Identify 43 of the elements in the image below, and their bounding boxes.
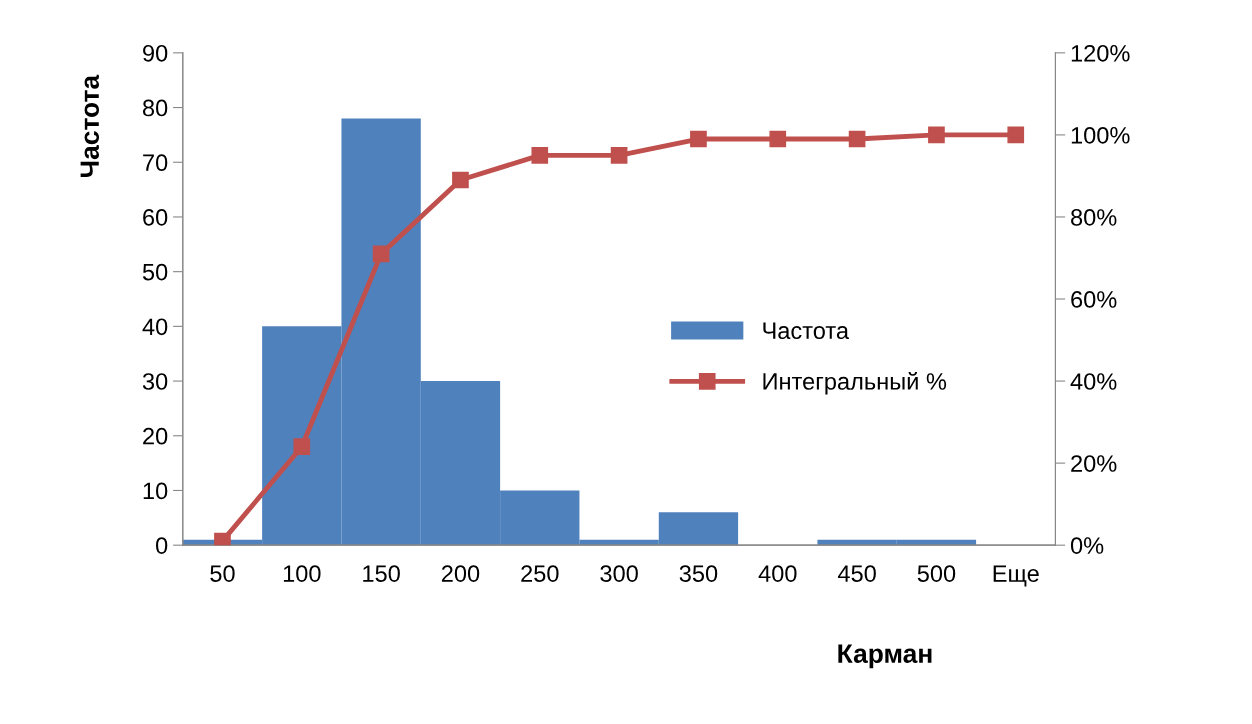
point <box>214 532 231 546</box>
y-tick-label: 20 <box>143 427 168 445</box>
point <box>610 147 628 164</box>
point <box>452 171 469 189</box>
y-tick-label: 80 <box>142 99 168 117</box>
point <box>372 245 390 263</box>
x-tick-label: 200 <box>441 565 480 582</box>
y-tick-label: 30 <box>142 373 168 390</box>
x-tick-label: 350 <box>679 565 718 582</box>
x-tick-label: 100 <box>283 565 321 582</box>
y2-tick-label: 40% <box>1070 373 1117 390</box>
y2-tick-label: 120% <box>1071 44 1130 62</box>
x-tick-label: Еще <box>993 565 1039 587</box>
x-axis-title: Карман <box>838 644 932 669</box>
y-tick-label: 50 <box>142 263 168 281</box>
point <box>1007 126 1025 144</box>
y2-tick-label: 100% <box>1071 126 1130 144</box>
y-axis-title: Частота <box>80 74 100 178</box>
y2-tick-label: 80% <box>1071 209 1117 226</box>
y-tick-label: 0 <box>156 537 168 554</box>
point <box>769 130 787 148</box>
y-tick-label: 10 <box>143 482 168 500</box>
x-tick-label: 400 <box>758 565 797 582</box>
point <box>690 130 707 148</box>
x-tick-label: 50 <box>210 565 235 582</box>
x-tick-label: 500 <box>917 565 956 582</box>
y2-tick-label: 60% <box>1071 291 1117 308</box>
legend-label: Интегральный % <box>763 372 947 395</box>
x-tick-label: 300 <box>600 565 638 582</box>
y-tick-label: 60 <box>143 209 168 226</box>
x-tick-label: 250 <box>521 565 559 582</box>
x-tick-label: 150 <box>363 565 400 582</box>
point <box>928 126 945 144</box>
y-tick-label: 40 <box>142 318 168 336</box>
y-tick-label: 90 <box>143 44 168 62</box>
point <box>848 130 866 148</box>
point <box>531 147 549 164</box>
x-tick-label: 450 <box>837 565 876 582</box>
y2-tick-label: 20% <box>1071 455 1117 472</box>
y2-tick-label: 0% <box>1070 537 1104 554</box>
y-tick-label: 70 <box>143 154 168 172</box>
point <box>293 438 311 456</box>
legend-label: Частота <box>763 322 850 340</box>
